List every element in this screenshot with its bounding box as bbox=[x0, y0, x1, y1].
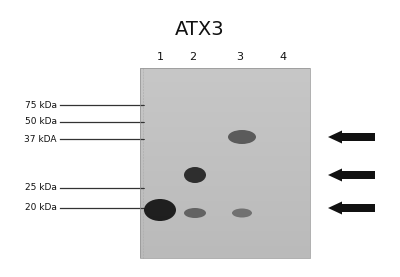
FancyArrow shape bbox=[328, 201, 375, 214]
Text: 20 kDa: 20 kDa bbox=[25, 204, 57, 212]
Text: 4: 4 bbox=[280, 52, 286, 62]
Text: ATX3: ATX3 bbox=[175, 20, 225, 39]
FancyArrow shape bbox=[328, 168, 375, 181]
Ellipse shape bbox=[184, 167, 206, 183]
Text: 37 kDA: 37 kDA bbox=[24, 135, 57, 143]
Ellipse shape bbox=[228, 130, 256, 144]
Ellipse shape bbox=[144, 199, 176, 221]
Ellipse shape bbox=[184, 208, 206, 218]
Ellipse shape bbox=[232, 209, 252, 217]
Bar bbox=[140, 68, 310, 258]
Text: 50 kDa: 50 kDa bbox=[25, 117, 57, 127]
Text: 2: 2 bbox=[190, 52, 196, 62]
Text: 3: 3 bbox=[236, 52, 244, 62]
Text: 25 kDa: 25 kDa bbox=[25, 183, 57, 193]
Text: 1: 1 bbox=[156, 52, 164, 62]
FancyArrow shape bbox=[328, 130, 375, 143]
Text: 75 kDa: 75 kDa bbox=[25, 101, 57, 109]
